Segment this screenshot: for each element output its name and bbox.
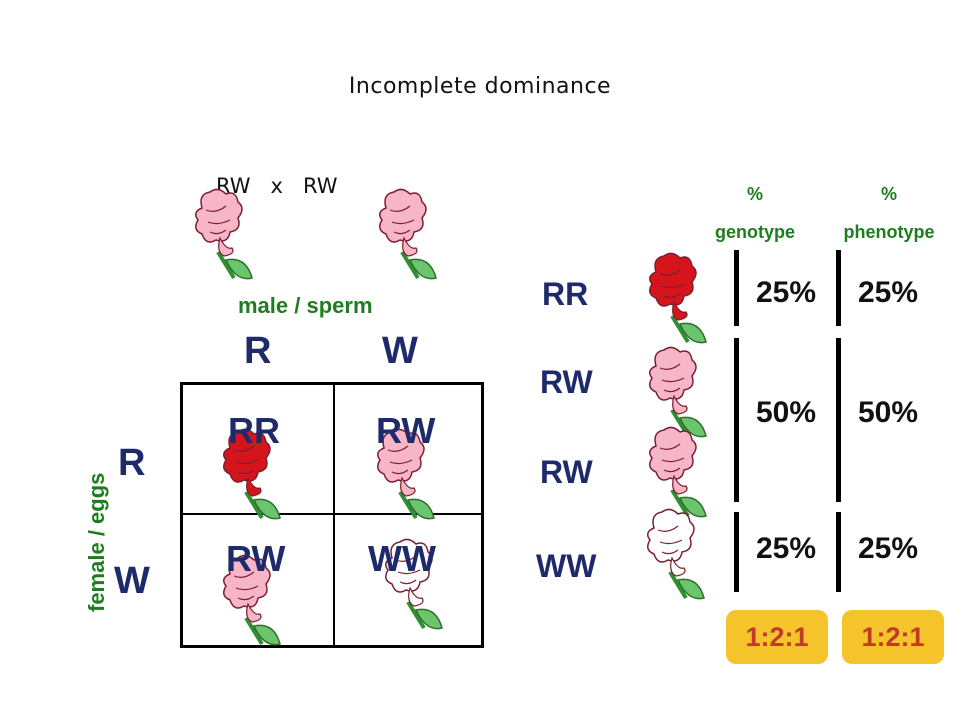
phenotype-pct-pink: 50% bbox=[858, 396, 919, 429]
result-genotype-rw-2: RW bbox=[540, 454, 593, 490]
header-genotype-percent: % bbox=[746, 184, 763, 204]
header-phenotype-percent: % bbox=[880, 184, 897, 204]
phenotype-bar-3 bbox=[836, 512, 841, 592]
female-eggs-label: female / eggs bbox=[84, 472, 109, 612]
result-genotype-rw-1: RW bbox=[540, 364, 593, 400]
male-allele-1: R bbox=[244, 330, 272, 372]
pink-flower-parent-1-icon: .petal{fill:inherit} bbox=[193, 187, 254, 281]
white-flower-result-icon bbox=[645, 507, 706, 601]
result-genotype-rr: RR bbox=[542, 276, 589, 312]
pink-flower-result-1-icon bbox=[647, 345, 708, 439]
phenotype-pct-red: 25% bbox=[858, 276, 919, 309]
genotype-bar-3 bbox=[734, 512, 739, 592]
cell-rw-bottom: RW bbox=[226, 538, 286, 579]
cell-rr: RR bbox=[228, 410, 280, 451]
genotype-ratio-badge: 1:2:1 bbox=[726, 610, 828, 664]
red-flower-result-icon bbox=[647, 251, 708, 345]
cell-rw-top: RW bbox=[376, 410, 436, 451]
female-allele-2: W bbox=[114, 560, 150, 602]
result-genotype-ww: WW bbox=[536, 548, 597, 584]
header-phenotype: phenotype bbox=[843, 222, 935, 242]
genotype-pct-rr: 25% bbox=[756, 276, 817, 309]
phenotype-pct-white: 25% bbox=[858, 532, 919, 565]
genotype-pct-ww: 25% bbox=[756, 532, 817, 565]
phenotype-bar-2 bbox=[836, 338, 841, 502]
male-sperm-label: male / sperm bbox=[238, 293, 373, 318]
pink-flower-parent-2-icon bbox=[377, 187, 438, 281]
phenotype-ratio-badge: 1:2:1 bbox=[842, 610, 944, 664]
genotype-bar-1 bbox=[734, 250, 739, 326]
header-genotype: genotype bbox=[714, 222, 795, 242]
genotype-bar-2 bbox=[734, 338, 739, 502]
cell-ww: WW bbox=[368, 538, 436, 579]
male-allele-2: W bbox=[382, 330, 418, 372]
grid-divider-horizontal bbox=[183, 513, 481, 515]
pink-flower-result-2-icon bbox=[647, 425, 708, 519]
female-allele-1: R bbox=[118, 442, 146, 484]
punnett-square bbox=[180, 382, 484, 648]
genotype-pct-rw: 50% bbox=[756, 396, 817, 429]
phenotype-bar-1 bbox=[836, 250, 841, 326]
page-title: Incomplete dominance bbox=[348, 74, 612, 99]
grid-divider-vertical bbox=[333, 385, 335, 645]
